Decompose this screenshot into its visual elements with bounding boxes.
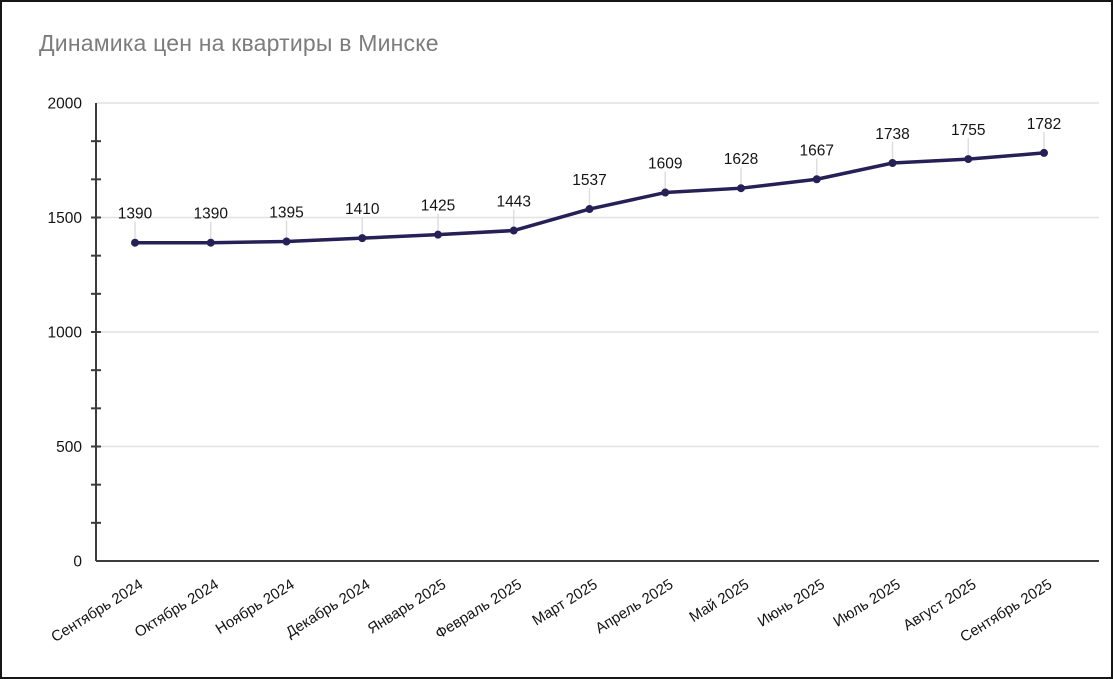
- data-point-value-label: 1609: [648, 156, 682, 173]
- y-axis-tick-label: 0: [73, 554, 82, 571]
- y-axis-tick-label: 1000: [48, 325, 83, 342]
- data-point-value-label: 1410: [345, 201, 380, 218]
- data-point-marker: [585, 205, 594, 214]
- data-point-marker: [661, 188, 670, 197]
- data-point-value-label: 1755: [951, 122, 985, 139]
- data-point-value-label: 1537: [572, 172, 606, 189]
- x-axis-category-label: Апрель 2025: [592, 576, 676, 637]
- x-axis-category-label: Декабрь 2024: [283, 576, 373, 641]
- y-axis-tick-label: 500: [56, 439, 82, 456]
- data-point-marker: [888, 158, 897, 167]
- data-point-marker: [1040, 148, 1048, 157]
- data-point-value-label: 1628: [724, 151, 758, 168]
- data-point-value-label: 1738: [875, 126, 909, 143]
- x-axis-category-label: Сентябрь 2024: [48, 576, 146, 646]
- data-point-value-label: 1425: [421, 198, 455, 215]
- x-axis-category-label: Март 2025: [529, 576, 600, 629]
- data-point-marker: [812, 175, 821, 184]
- data-point-value-label: 1395: [269, 205, 303, 222]
- data-point-value-label: 1782: [1027, 116, 1061, 133]
- data-point-marker: [206, 238, 215, 247]
- x-axis-category-label: Октябрь 2024: [132, 576, 222, 641]
- data-point-marker: [131, 238, 139, 247]
- data-point-value-label: 1443: [497, 194, 531, 211]
- data-point-value-label: 1390: [118, 206, 153, 223]
- data-point-marker: [358, 234, 367, 243]
- x-axis-category-label: Июнь 2025: [755, 576, 828, 631]
- y-axis-tick-label: 1500: [48, 210, 83, 227]
- x-axis-category-label: Июль 2025: [830, 576, 903, 631]
- data-point-value-label: 1390: [194, 206, 229, 223]
- chart-title: Динамика цен на квартиры в Минске: [39, 30, 439, 56]
- x-axis-category-label: Май 2025: [686, 576, 752, 626]
- data-point-marker: [964, 155, 973, 164]
- data-point-marker: [282, 237, 291, 246]
- data-point-marker: [737, 184, 745, 193]
- data-point-marker: [509, 226, 518, 235]
- y-axis-tick-label: 2000: [48, 96, 83, 113]
- data-point-marker: [434, 230, 442, 239]
- data-point-value-label: 1667: [800, 142, 834, 159]
